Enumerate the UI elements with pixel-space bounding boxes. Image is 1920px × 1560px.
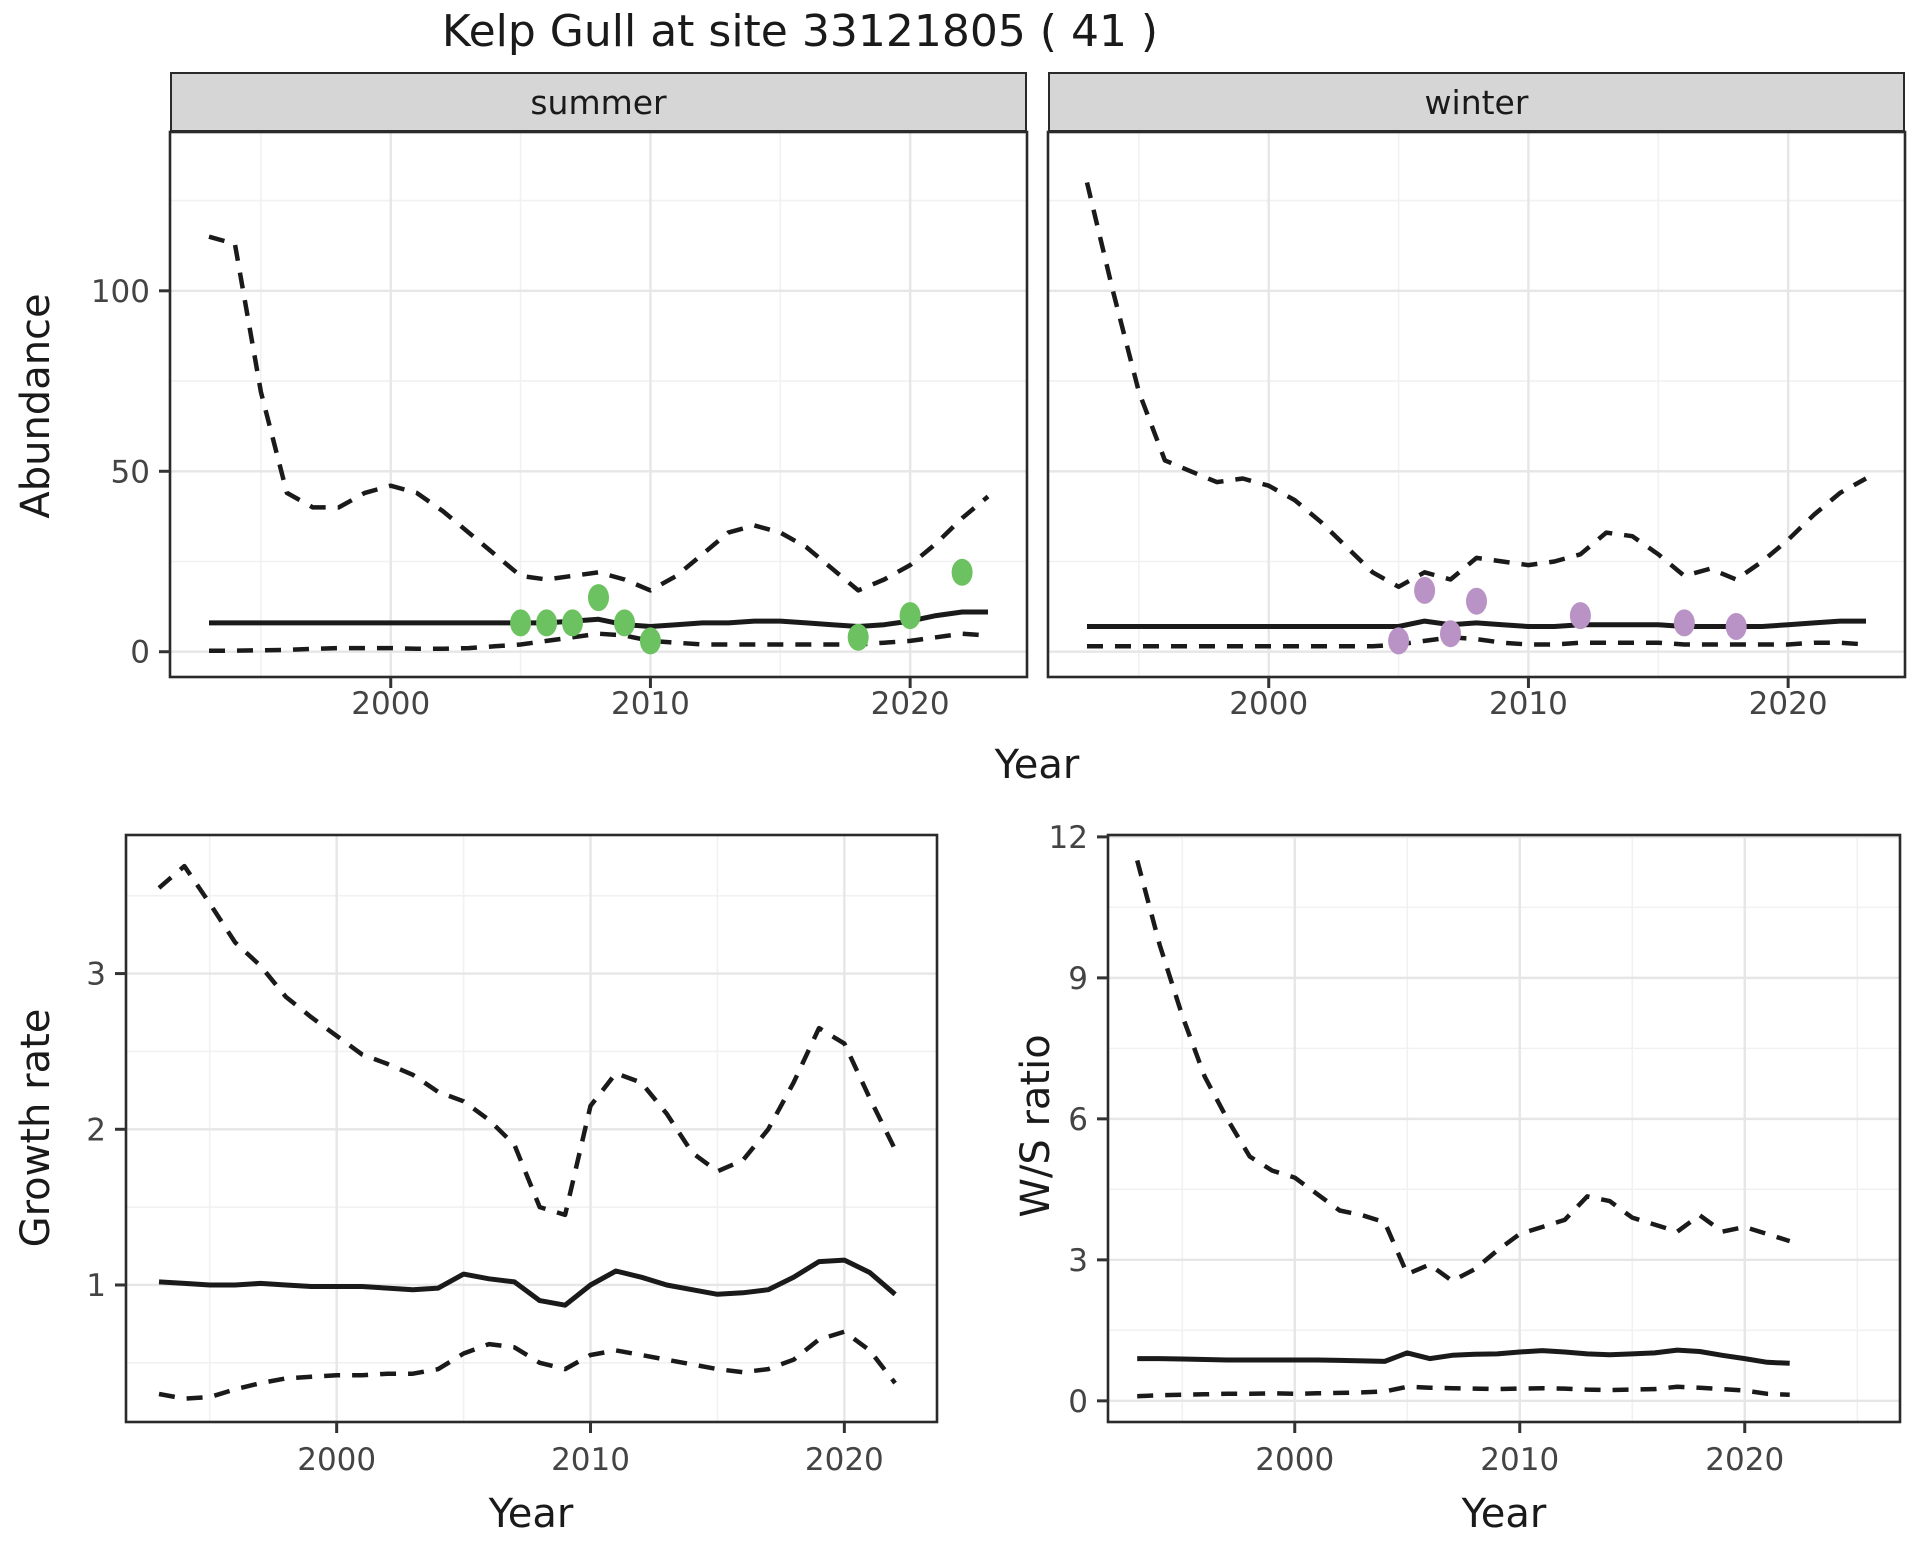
data-point-observed-abundance-summer (899, 602, 921, 630)
data-point-observed-abundance-summer (536, 609, 558, 637)
panel-growth-rate: 2000 2010 2020 1 2 3 (86, 833, 939, 1478)
growth-rate-median-line (158, 1257, 897, 1308)
data-point-observed-abundance-winter (1414, 576, 1436, 604)
data-point-observed-abundance-summer (510, 609, 532, 637)
abundance-summer-median-line (209, 609, 988, 629)
y-axis-label-abundance: Abundance (13, 293, 59, 519)
x-tick-label: 2010 (551, 1442, 630, 1478)
x-axis-label-year-top: Year (994, 742, 1080, 788)
abundance-winter-upper-ci-line (1084, 181, 1868, 590)
data-point-observed-abundance-winter (1673, 609, 1695, 637)
abundance-winter-lower-ci-line (1087, 635, 1867, 649)
data-point-observed-abundance-winter (1440, 620, 1461, 648)
abundance-winter-median-line (1087, 618, 1866, 629)
abundance-summer-upper-ci-line (208, 234, 990, 593)
facet-strip-summer: summer (170, 72, 1027, 132)
figure-title: Kelp Gull at site 33121805 ( 41 ) (441, 6, 1159, 57)
growth-rate-upper-ci-line (157, 863, 898, 1218)
y-tick-label: 100 (91, 274, 150, 310)
y-tick-label: 9 (1068, 961, 1088, 997)
y-axis-label-ws-ratio: W/S ratio (1013, 1034, 1059, 1218)
x-tick-label: 2020 (805, 1442, 884, 1478)
panel-abundance-winter: 2000 2010 2020 (1046, 130, 1907, 722)
y-tick-label: 0 (130, 635, 150, 671)
facet-label-summer: summer (530, 82, 667, 122)
growth-rate-lower-ci-line (158, 1329, 897, 1401)
data-point-observed-abundance-summer (951, 558, 973, 586)
x-tick-label: 2000 (351, 686, 430, 722)
data-point-observed-abundance-winter (1466, 587, 1487, 615)
x-axis-label-year-bottom-right: Year (1461, 1491, 1547, 1537)
data-point-observed-abundance-summer (588, 584, 609, 612)
data-point-observed-abundance-summer (562, 609, 583, 637)
data-point-observed-abundance-winter (1388, 627, 1410, 655)
facet-strip-winter: winter (1048, 72, 1905, 132)
x-tick-label: 2020 (871, 686, 950, 722)
y-tick-label: 6 (1068, 1102, 1088, 1138)
ws-ratio-upper-ci-line (1135, 859, 1791, 1284)
data-point-observed-abundance-summer (614, 609, 635, 637)
facet-label-winter: winter (1424, 82, 1529, 122)
y-tick-label: 12 (1049, 820, 1088, 856)
x-tick-label: 2020 (1749, 686, 1828, 722)
data-point-observed-abundance-winter (1725, 613, 1747, 640)
y-tick-label: 1 (86, 1268, 106, 1304)
x-axis-label-year-bottom-left: Year (488, 1491, 574, 1537)
data-point-observed-abundance-summer (847, 623, 869, 651)
x-tick-label: 2010 (611, 686, 690, 722)
y-axis-label-growth-rate: Growth rate (13, 1008, 59, 1248)
abundance-summer-lower-ci-line (209, 631, 989, 653)
x-tick-label: 2020 (1705, 1442, 1784, 1478)
ws-ratio-lower-ci-line (1137, 1384, 1790, 1399)
panel-ws-ratio: 2000 2010 2020 0 3 6 9 12 (1049, 820, 1902, 1478)
y-tick-label: 3 (86, 957, 106, 993)
y-tick-label: 2 (86, 1112, 106, 1148)
panel-abundance-summer: 2000 2010 2020 0 50 100 (91, 130, 1029, 722)
data-point-observed-abundance-summer (639, 627, 661, 655)
y-tick-label: 0 (1068, 1384, 1088, 1420)
x-tick-label: 2010 (1480, 1442, 1559, 1478)
data-point-observed-abundance-winter (1569, 602, 1591, 630)
y-tick-label: 50 (111, 454, 150, 490)
ws-ratio-median-line (1137, 1347, 1790, 1366)
x-tick-label: 2000 (297, 1442, 376, 1478)
x-tick-label: 2000 (1229, 686, 1308, 722)
x-tick-label: 2000 (1255, 1442, 1334, 1478)
x-tick-label: 2010 (1489, 686, 1568, 722)
y-tick-label: 3 (1068, 1243, 1088, 1279)
